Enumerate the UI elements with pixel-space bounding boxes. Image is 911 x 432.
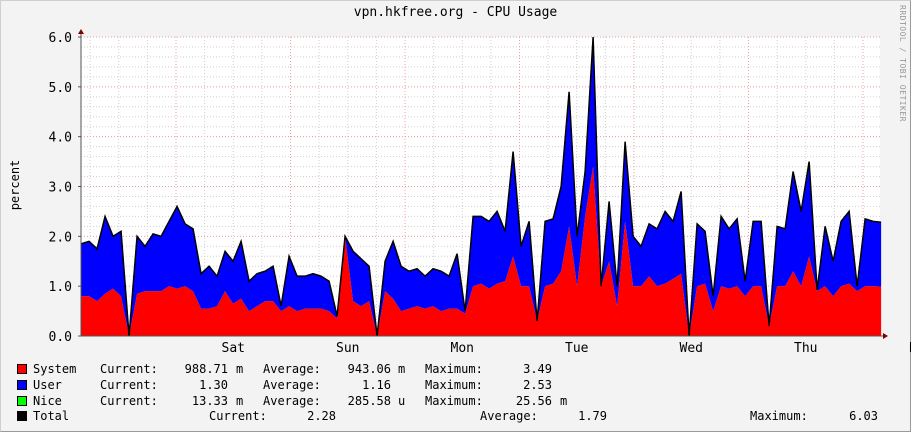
legend-total-average: 1.79	[578, 409, 607, 423]
y-tick-label: 1.0	[49, 280, 72, 295]
y-tick-label: 3.0	[49, 181, 72, 196]
legend-user-current: 1.30	[199, 378, 228, 392]
y-tick-label: 5.0	[49, 81, 72, 96]
total-line	[80, 36, 882, 337]
legend-user-average: 1.16	[362, 378, 391, 392]
legend-name-user: User	[33, 378, 62, 392]
legend-user-maximum: 2.53	[523, 378, 552, 392]
legend-current-label: Current:	[100, 362, 158, 376]
legend-name-system: System	[33, 362, 77, 376]
chart-title: vpn.hkfree.org - CPU Usage	[353, 5, 558, 20]
legend-current-label: Current:	[209, 409, 267, 423]
legend-swatch-user	[17, 380, 27, 390]
legend-nice-average-unit: u	[398, 394, 406, 408]
x-tick-label: Wed	[680, 341, 703, 356]
x-tick-label: Sun	[336, 341, 359, 356]
legend-total-maximum: 6.03	[849, 409, 878, 423]
rrdtool-watermark: RRDTOOL / TOBI OETIKER	[898, 5, 907, 122]
x-tick-label: Thu	[794, 341, 817, 356]
legend-average-label: Average:	[263, 394, 321, 408]
legend-system-current: 988.71	[184, 362, 228, 376]
legend-system-maximum: 3.49	[523, 362, 552, 376]
legend-maximum-label: Maximum:	[750, 409, 808, 423]
x-tick-label: Mon	[451, 341, 474, 356]
legend-current-label: Current:	[100, 378, 158, 392]
system-area	[81, 166, 882, 336]
legend-average-label: Average:	[263, 362, 321, 376]
legend-current-label: Current:	[100, 394, 158, 408]
x-axis-arrow	[883, 333, 888, 339]
legend-swatch-nice	[17, 396, 27, 406]
legend-system-current-unit: m	[236, 362, 244, 376]
y-axis-label: percent	[8, 159, 22, 211]
legend-nice-current-unit: m	[236, 394, 244, 408]
legend-nice-current: 13.33	[191, 394, 228, 408]
legend-total-current: 2.28	[307, 409, 336, 423]
x-tick-label: Fri	[909, 341, 911, 356]
x-tick-label: Sat	[222, 341, 245, 356]
legend-name-total: Total	[33, 409, 70, 423]
legend-nice-maximum: 25.56	[515, 394, 552, 408]
legend-nice-average: 285.58	[347, 394, 391, 408]
legend-system-average: 943.06	[347, 362, 391, 376]
legend-maximum-label: Maximum:	[425, 362, 483, 376]
legend-system-average-unit: m	[398, 362, 406, 376]
x-tick-label: Tue	[565, 341, 589, 356]
y-tick-label: 6.0	[49, 31, 72, 46]
y-tick-label: 4.0	[49, 131, 72, 146]
legend-maximum-label: Maximum:	[425, 378, 483, 392]
legend-average-label: Average:	[263, 378, 321, 392]
legend-maximum-label: Maximum:	[425, 394, 483, 408]
user-area	[81, 37, 882, 336]
y-tick-label: 0.0	[49, 330, 72, 345]
legend-name-nice: Nice	[33, 394, 62, 408]
y-axis-arrow	[78, 29, 84, 34]
legend-swatch-system	[17, 364, 27, 374]
legend-swatch-total	[17, 411, 27, 421]
y-tick-label: 2.0	[49, 230, 72, 245]
legend-average-label: Average:	[480, 409, 538, 423]
legend-nice-maximum-unit: m	[560, 394, 568, 408]
